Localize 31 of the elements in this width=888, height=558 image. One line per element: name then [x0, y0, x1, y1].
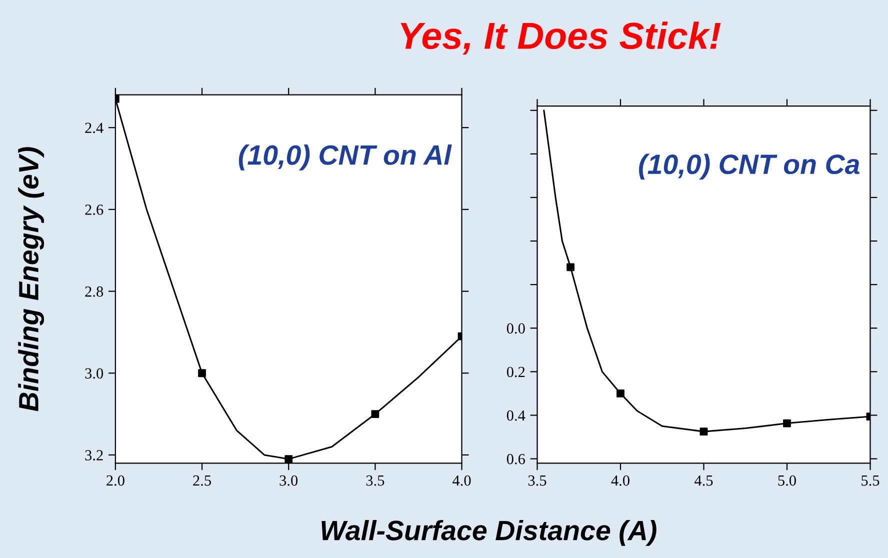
point: [371, 410, 380, 418]
point: [198, 369, 206, 378]
x-tick-label: 3.0: [280, 475, 298, 486]
point: [783, 419, 791, 428]
x-tick-label: 3.5: [366, 475, 384, 486]
point: [700, 428, 708, 436]
y-tick-label: 0.4: [506, 410, 526, 421]
y-axis-title: Binding Enegry (eV): [18, 147, 44, 412]
y-tick-label: 0.6: [506, 454, 525, 464]
y-tick-label: 0.0: [506, 323, 525, 334]
x-tick-label: 4.0: [611, 475, 630, 486]
y-tick-label: 0.2: [506, 366, 525, 378]
point: [284, 455, 293, 463]
point: [566, 263, 574, 272]
x-tick-label: 5.5: [862, 476, 880, 486]
x-tick-label: 5.0: [778, 475, 796, 486]
y-tick-label: 2.8: [85, 286, 104, 297]
x-tick-label: 4.5: [694, 475, 713, 486]
x-tick-label: 3.5: [528, 475, 546, 486]
chart-title: Yes, It Does Stick!: [400, 22, 721, 55]
x-tick-label: 2.5: [193, 475, 211, 486]
y-tick-label: 2.6: [85, 204, 104, 215]
x-tick-label: 4.0: [452, 475, 471, 486]
annotation: (10,0) CNT on Al: [238, 144, 452, 170]
y-tick-label: 3.2: [85, 450, 103, 460]
x-tick-label: 2.0: [106, 475, 124, 486]
x-axis-title: Wall-Surface Distance (A): [322, 520, 656, 546]
annotation: (10,0) CNT on Ca: [639, 154, 860, 180]
y-tick-label: 2.4: [85, 122, 104, 134]
y-tick-label: 3.0: [85, 368, 104, 379]
point: [616, 390, 624, 398]
